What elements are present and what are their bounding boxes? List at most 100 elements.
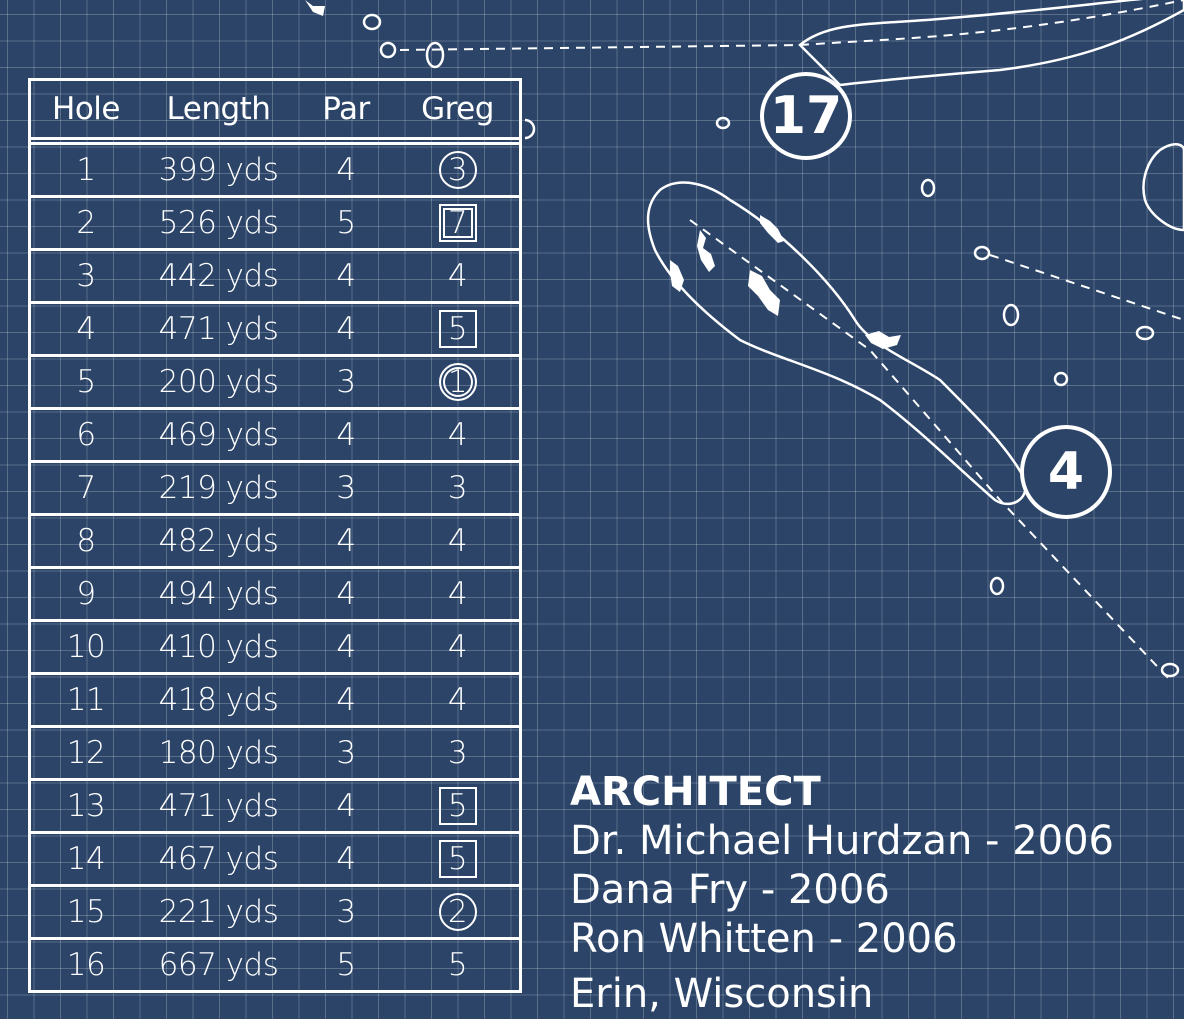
table-row: 8 482 yds 4 4 bbox=[31, 516, 519, 569]
score-none-mark: 4 bbox=[447, 681, 468, 718]
cell-score: 5 bbox=[396, 310, 519, 348]
cell-score: 5 bbox=[396, 840, 519, 878]
score-none-mark: 3 bbox=[447, 469, 468, 506]
cell-par: 5 bbox=[336, 947, 356, 983]
cell-length: 471 yds bbox=[158, 311, 279, 347]
cell-length: 219 yds bbox=[158, 470, 279, 506]
cell-hole: 10 bbox=[66, 629, 106, 665]
cell-par: 4 bbox=[336, 576, 356, 612]
cell-length: 471 yds bbox=[158, 788, 279, 824]
cell-length: 526 yds bbox=[158, 205, 279, 241]
cell-score: 4 bbox=[396, 575, 519, 613]
table-row: 6 469 yds 4 4 bbox=[31, 410, 519, 463]
cell-par: 4 bbox=[336, 258, 356, 294]
score-square-mark: 5 bbox=[438, 787, 477, 825]
scorecard-table: Hole Length Par Greg 1 399 yds 4 3 2 526 yds 5… bbox=[28, 78, 522, 993]
score-none-mark: 4 bbox=[447, 257, 468, 294]
cell-score: 2 bbox=[396, 893, 519, 931]
table-row: 7 219 yds 3 3 bbox=[31, 463, 519, 516]
table-row: 12 180 yds 3 3 bbox=[31, 728, 519, 781]
cell-score: 4 bbox=[396, 522, 519, 560]
cell-score: 7 bbox=[396, 204, 519, 242]
cell-hole: 16 bbox=[66, 947, 106, 983]
cell-score: 1 bbox=[396, 363, 519, 401]
cell-par: 4 bbox=[336, 523, 356, 559]
cell-par: 4 bbox=[336, 152, 356, 188]
cell-score: 5 bbox=[396, 787, 519, 825]
cell-score: 4 bbox=[396, 257, 519, 295]
score-circle-mark: 3 bbox=[438, 151, 477, 189]
header-greg: Greg bbox=[421, 91, 494, 127]
cell-length: 221 yds bbox=[158, 894, 279, 930]
cell-hole: 15 bbox=[66, 894, 106, 930]
score-dsquare-mark: 7 bbox=[438, 204, 477, 242]
cell-score: 4 bbox=[396, 681, 519, 719]
table-row: 11 418 yds 4 4 bbox=[31, 675, 519, 728]
table-row: 10 410 yds 4 4 bbox=[31, 622, 519, 675]
header-length: Length bbox=[166, 91, 271, 127]
score-dcircle-mark: 1 bbox=[438, 363, 477, 401]
cell-length: 180 yds bbox=[158, 735, 279, 771]
cell-hole: 2 bbox=[76, 205, 96, 241]
table-row: 2 526 yds 5 7 bbox=[31, 198, 519, 251]
table-row: 9 494 yds 4 4 bbox=[31, 569, 519, 622]
architect-line: Ron Whitten - 2006 bbox=[570, 916, 958, 962]
score-none-mark: 4 bbox=[447, 575, 468, 612]
cell-par: 3 bbox=[336, 470, 356, 506]
architect-line: Dr. Michael Hurdzan - 2006 bbox=[570, 818, 1115, 864]
hole-marker-4: 4 bbox=[1020, 425, 1112, 519]
cell-hole: 14 bbox=[66, 841, 106, 877]
cell-length: 200 yds bbox=[158, 364, 279, 400]
table-row: 5 200 yds 3 1 bbox=[31, 357, 519, 410]
course-location: Erin, Wisconsin bbox=[570, 971, 874, 1017]
cell-hole: 12 bbox=[66, 735, 106, 771]
green-17 bbox=[1142, 143, 1184, 232]
cell-score: 5 bbox=[396, 946, 519, 984]
table-row: 1 399 yds 4 3 bbox=[31, 142, 519, 198]
table-row: 13 471 yds 4 5 bbox=[31, 781, 519, 834]
cell-length: 467 yds bbox=[158, 841, 279, 877]
cell-score: 3 bbox=[396, 469, 519, 507]
hole-marker-17: 17 bbox=[760, 72, 852, 160]
score-none-mark: 4 bbox=[447, 416, 468, 453]
architect-title: ARCHITECT bbox=[570, 769, 821, 815]
cell-par: 3 bbox=[336, 894, 356, 930]
cell-hole: 1 bbox=[76, 152, 96, 188]
score-square-mark: 5 bbox=[438, 840, 477, 878]
cell-par: 3 bbox=[336, 735, 356, 771]
cell-par: 4 bbox=[336, 841, 356, 877]
cell-score: 4 bbox=[396, 416, 519, 454]
cell-par: 4 bbox=[336, 417, 356, 453]
table-row: 15 221 yds 3 2 bbox=[31, 887, 519, 940]
score-square-mark: 5 bbox=[438, 310, 477, 348]
cell-score: 3 bbox=[396, 734, 519, 772]
cell-hole: 8 bbox=[76, 523, 96, 559]
cell-length: 442 yds bbox=[158, 258, 279, 294]
cell-hole: 3 bbox=[76, 258, 96, 294]
hole-4-fairway bbox=[646, 181, 1028, 506]
header-hole: Hole bbox=[52, 91, 120, 127]
score-none-mark: 5 bbox=[447, 946, 468, 983]
cell-length: 667 yds bbox=[158, 947, 279, 983]
table-row: 14 467 yds 4 5 bbox=[31, 834, 519, 887]
cell-hole: 13 bbox=[66, 788, 106, 824]
score-none-mark: 3 bbox=[447, 734, 468, 771]
header-par: Par bbox=[322, 91, 370, 127]
cell-hole: 11 bbox=[66, 682, 106, 718]
cell-length: 410 yds bbox=[158, 629, 279, 665]
cell-par: 5 bbox=[336, 205, 356, 241]
scorecard-rows: 1 399 yds 4 3 2 526 yds 5 7 3 442 yds 4 4 4 471 yds 4 5… bbox=[31, 142, 519, 993]
score-none-mark: 4 bbox=[447, 628, 468, 665]
cell-length: 469 yds bbox=[158, 417, 279, 453]
table-row: 4 471 yds 4 5 bbox=[31, 304, 519, 357]
cell-par: 4 bbox=[336, 629, 356, 665]
cell-length: 418 yds bbox=[158, 682, 279, 718]
cell-hole: 6 bbox=[76, 417, 96, 453]
table-row: 3 442 yds 4 4 bbox=[31, 251, 519, 304]
cell-hole: 4 bbox=[76, 311, 96, 347]
hole-17-fairway bbox=[798, 0, 1184, 87]
cell-length: 399 yds bbox=[158, 152, 279, 188]
score-circle-mark: 2 bbox=[438, 893, 477, 931]
cell-length: 482 yds bbox=[158, 523, 279, 559]
